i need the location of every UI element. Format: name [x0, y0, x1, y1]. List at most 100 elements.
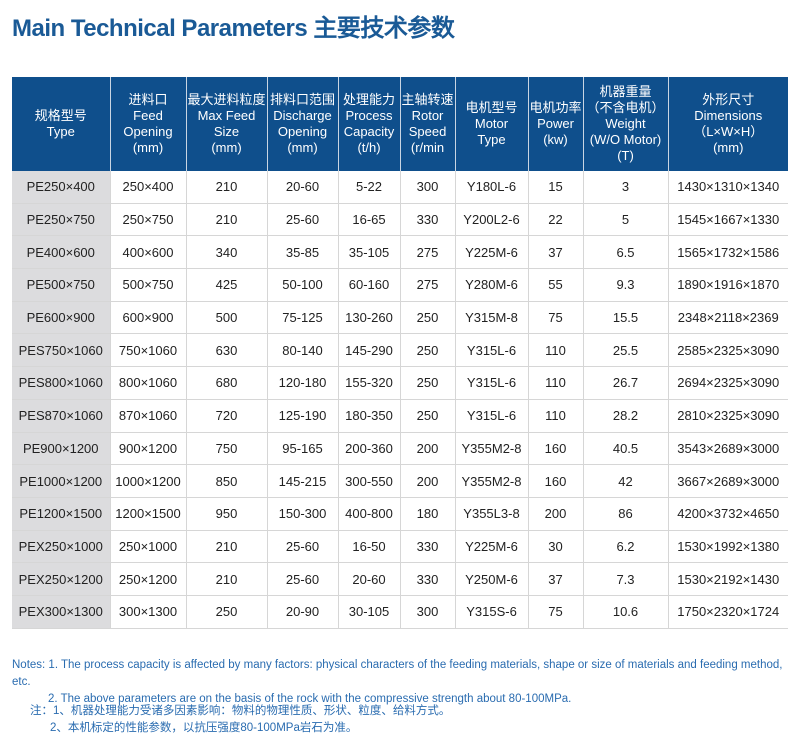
- column-header-line: Feed: [133, 108, 163, 123]
- page-title: Main Technical Parameters 主要技术参数: [12, 15, 455, 42]
- table-cell: 1545×1667×1330: [668, 203, 788, 237]
- column-header: 进料口 Feed Opening (mm): [110, 77, 187, 171]
- table-cell: 10.6: [583, 595, 669, 629]
- table-cell: 250: [400, 399, 456, 433]
- table-cell: 75: [528, 595, 584, 629]
- table-cell: 75-125: [267, 301, 339, 335]
- table-cell: Y315L-6: [455, 366, 529, 400]
- table-row: PE500×750 500×750 425 50-100 60-160 275 Y280M-…: [12, 268, 788, 302]
- table-cell: 3543×2689×3000: [668, 432, 788, 466]
- table-cell: 145-290: [338, 333, 401, 368]
- column-header: 处理能力 Process Capacity (t/h): [338, 77, 401, 171]
- model-cell: PEX250×1200: [12, 562, 111, 596]
- table-cell: Y280M-6: [455, 268, 529, 302]
- column-header-line: Speed: [408, 124, 447, 139]
- table-cell: Y355L3-8: [455, 497, 529, 531]
- table-cell: 210: [186, 530, 268, 564]
- table-cell: 6.2: [583, 530, 669, 564]
- table-row: PE250×750 250×750 210 25-60 16-65 330 Y200L2-6…: [12, 203, 788, 237]
- table-cell: 30-105: [338, 595, 401, 629]
- table-cell: 330: [400, 203, 456, 237]
- table-cell: 20-90: [267, 595, 339, 629]
- column-header: 外形尺寸 Dimensions （L×W×H） (mm): [668, 77, 788, 171]
- column-header-line: Discharge: [273, 108, 332, 123]
- table-cell: 160: [528, 464, 584, 498]
- column-header: 机器重量 （不含电机） Weight (W/O Motor) (T): [583, 77, 669, 171]
- table-row: PE1200×1500 1200×1500 950 150-300 400-800 180…: [12, 497, 788, 531]
- table-cell: 750: [186, 432, 268, 466]
- table-cell: 2810×2325×3090: [668, 399, 788, 433]
- column-header-line: Size: [213, 124, 240, 139]
- model-cell: PES800×1060: [12, 366, 111, 400]
- table-cell: 500: [186, 301, 268, 335]
- column-header-line: (mm): [287, 140, 318, 155]
- column-header-line: Max Feed: [197, 108, 256, 123]
- column-header-line: Opening: [277, 124, 328, 139]
- column-header: 排料口范围 Discharge Opening (mm): [267, 77, 339, 171]
- table-cell: Y225M-6: [455, 235, 529, 270]
- table-cell: 1750×2320×1724: [668, 595, 788, 629]
- column-header-line: (W/O Motor): [589, 132, 662, 147]
- table-cell: Y315S-6: [455, 595, 529, 629]
- note-line: Notes: 1. The process capacity is affect…: [12, 659, 783, 688]
- column-header-line: (mm): [211, 140, 242, 155]
- table-cell: 80-140: [267, 333, 339, 368]
- model-cell: PES870×1060: [12, 399, 111, 433]
- table-cell: Y315L-6: [455, 333, 529, 368]
- table-cell: 500×750: [110, 268, 187, 302]
- table-cell: 150-300: [267, 497, 339, 531]
- table-cell: 1890×1916×1870: [668, 268, 788, 302]
- table-cell: 250×1000: [110, 530, 187, 564]
- table-cell: 110: [528, 366, 584, 400]
- table-cell: 110: [528, 333, 584, 368]
- table-cell: 200: [528, 497, 584, 531]
- model-cell: PE1200×1500: [12, 497, 111, 531]
- table-cell: 30: [528, 530, 584, 564]
- column-header-line: 电机功率: [529, 100, 582, 115]
- column-header-line: （L×W×H）: [693, 124, 764, 139]
- table-cell: 55: [528, 268, 584, 302]
- table-row: PE250×400 250×400 210 20-60 5-22 300 Y180L-6 15…: [12, 171, 788, 204]
- column-header-line: Type: [477, 132, 506, 147]
- table-cell: Y355M2-8: [455, 432, 529, 466]
- column-header-line: 最大进料粒度: [187, 92, 266, 107]
- table-cell: Y200L2-6: [455, 203, 529, 237]
- table-cell: 250×750: [110, 203, 187, 237]
- table-cell: 250: [400, 366, 456, 400]
- table-cell: 20-60: [338, 562, 401, 596]
- table-cell: 145-215: [267, 464, 339, 498]
- table-cell: 340: [186, 235, 268, 270]
- table-cell: 275: [400, 235, 456, 270]
- table-cell: 330: [400, 562, 456, 596]
- column-header-line: (mm): [132, 140, 164, 155]
- table-cell: 300-550: [338, 464, 401, 498]
- table-cell: 750×1060: [110, 333, 187, 368]
- table-row: PES800×1060 800×1060 680 120-180 155-320 250 Y…: [12, 366, 788, 400]
- column-header-line: (T): [617, 148, 634, 163]
- table-cell: 330: [400, 530, 456, 564]
- table-cell: 210: [186, 203, 268, 237]
- table-cell: 95-165: [267, 432, 339, 466]
- table-cell: 16-65: [338, 203, 401, 237]
- table-row: PEX250×1000 250×1000 210 25-60 16-50 330 Y225M…: [12, 530, 788, 564]
- table-cell: 16-50: [338, 530, 401, 564]
- table-row: PE1000×1200 1000×1200 850 145-215 300-550 200…: [12, 464, 788, 498]
- table-cell: 200: [400, 432, 456, 466]
- table-cell: 120-180: [267, 366, 339, 400]
- table-cell: 275: [400, 268, 456, 302]
- table-cell: 26.7: [583, 366, 669, 400]
- table-cell: 28.2: [583, 399, 669, 433]
- table-cell: 37: [528, 562, 584, 596]
- table-cell: 5: [583, 203, 669, 237]
- table-cell: 800×1060: [110, 366, 187, 400]
- table-cell: 40.5: [583, 432, 669, 466]
- table-cell: 210: [186, 562, 268, 596]
- column-header-line: Weight: [605, 116, 646, 131]
- table-cell: 870×1060: [110, 399, 187, 433]
- column-header-line: Rotor: [411, 108, 444, 123]
- table-cell: Y180L-6: [455, 171, 529, 204]
- column-header-line: Capacity: [343, 124, 395, 139]
- column-header-line: Dimensions: [694, 108, 763, 123]
- column-header-line: 进料口: [128, 92, 168, 107]
- table-cell: 300: [400, 171, 456, 204]
